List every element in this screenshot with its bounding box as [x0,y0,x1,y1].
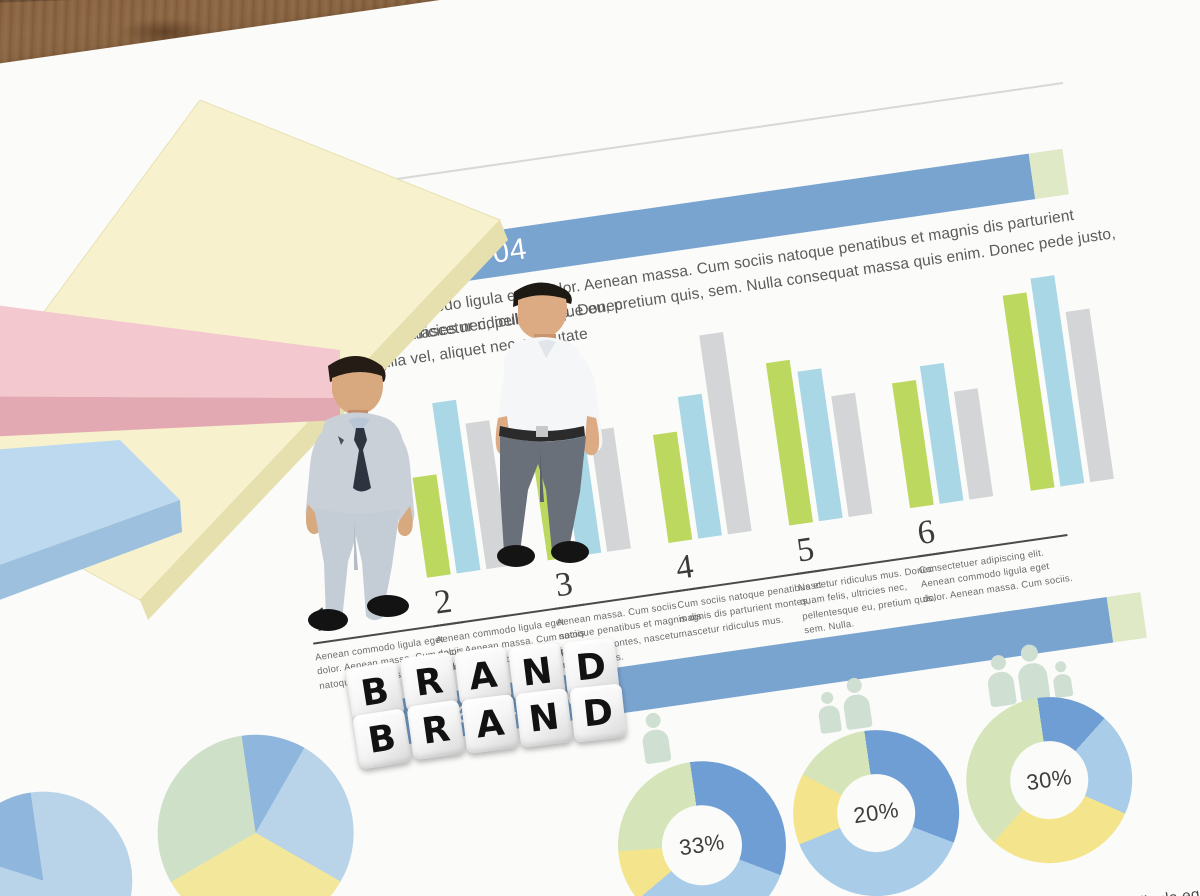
figurine-businessman-grey-suit[interactable] [276,344,436,634]
donut-center-label: 30% [1005,735,1094,825]
person-icon [984,653,1018,708]
person-icon [1014,643,1051,704]
donut-chart-33: 33% [606,750,798,896]
donut-center-label: 20% [831,768,921,858]
sticky-note-pad-blue[interactable] [0,440,240,640]
person-icon [639,711,672,765]
letter-cube-r-bottom[interactable]: R [406,699,466,761]
letter-cube-d-bottom[interactable]: D [569,683,627,743]
pictogram-group-2 [814,676,873,735]
letter-cube-b-bottom[interactable]: B [352,708,412,770]
headline-bar-accent [1028,148,1069,200]
person-icon [840,676,873,731]
pie-chart-partial [0,779,145,896]
donut-chart-20: 20% [782,719,971,896]
person-icon [815,691,843,735]
figurine-businessman-white-shirt[interactable] [452,268,632,568]
person-icon [1050,660,1074,699]
donut-center-label: 33% [656,799,748,891]
letter-cube-n-bottom[interactable]: N [514,688,574,748]
stat-item-6: 6 Consectetuer adipiscing elit. Aenean c… [911,494,1075,606]
sticky-note-pad-pink[interactable] [0,250,420,490]
letter-cube-a-bottom[interactable]: A [460,694,520,754]
bar-group-3 [639,323,752,543]
bar-group-6 [1001,271,1114,491]
donut-chart-30: 30% [955,686,1144,875]
headline-bar-accent [1106,592,1147,643]
pictogram-group-1 [639,711,672,765]
bar-group-4 [759,306,873,526]
bar-group-5 [880,288,994,509]
pie-chart-d [144,721,367,896]
